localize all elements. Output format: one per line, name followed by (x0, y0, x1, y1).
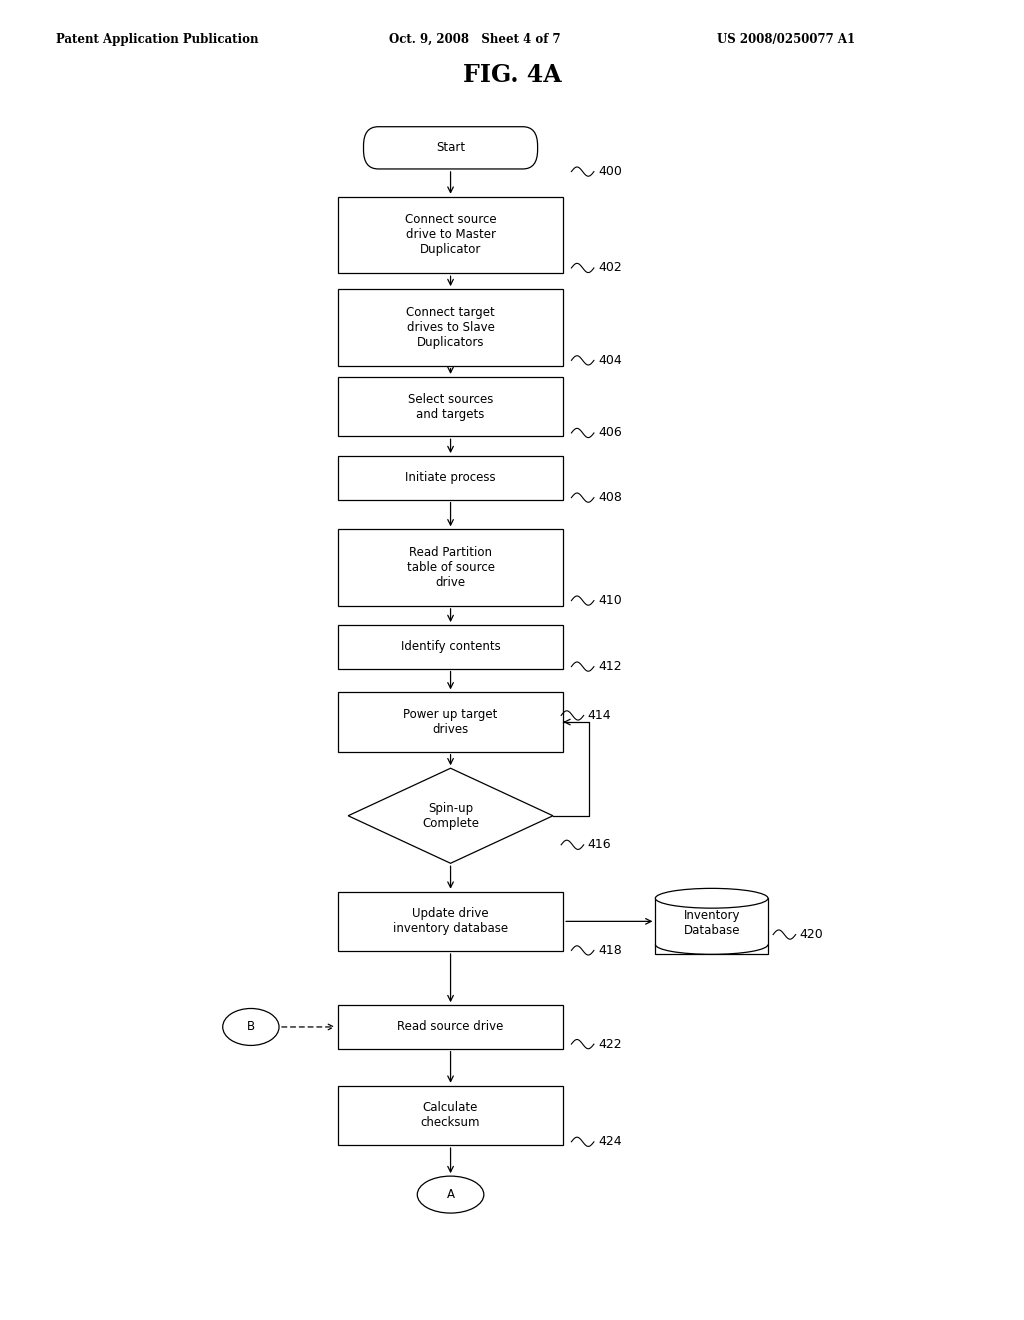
Text: 424: 424 (598, 1135, 622, 1148)
Text: Initiate process: Initiate process (406, 471, 496, 484)
FancyBboxPatch shape (338, 289, 563, 366)
FancyBboxPatch shape (338, 626, 563, 668)
FancyBboxPatch shape (338, 1006, 563, 1048)
FancyBboxPatch shape (338, 892, 563, 950)
Ellipse shape (655, 888, 768, 908)
Text: Update drive
inventory database: Update drive inventory database (393, 907, 508, 936)
Text: Read Partition
table of source
drive: Read Partition table of source drive (407, 546, 495, 589)
Text: Connect target
drives to Slave
Duplicators: Connect target drives to Slave Duplicato… (407, 306, 495, 348)
FancyBboxPatch shape (655, 899, 768, 954)
Ellipse shape (418, 1176, 484, 1213)
Ellipse shape (223, 1008, 279, 1045)
Text: FIG. 4A: FIG. 4A (463, 63, 561, 87)
FancyBboxPatch shape (338, 197, 563, 273)
FancyBboxPatch shape (338, 1085, 563, 1144)
Text: 408: 408 (598, 491, 622, 504)
FancyBboxPatch shape (338, 455, 563, 499)
Text: Connect source
drive to Master
Duplicator: Connect source drive to Master Duplicato… (404, 214, 497, 256)
Polygon shape (348, 768, 553, 863)
Text: Patent Application Publication: Patent Application Publication (56, 33, 259, 46)
Text: 402: 402 (598, 261, 622, 275)
Text: 404: 404 (598, 354, 622, 367)
Text: Inventory
Database: Inventory Database (683, 909, 740, 937)
Text: 406: 406 (598, 426, 622, 440)
Text: 416: 416 (588, 838, 611, 851)
Text: 400: 400 (598, 165, 622, 178)
FancyBboxPatch shape (338, 378, 563, 436)
Text: 410: 410 (598, 594, 622, 607)
Text: Start: Start (436, 141, 465, 154)
Text: 414: 414 (588, 709, 611, 722)
Text: A: A (446, 1188, 455, 1201)
Text: 422: 422 (598, 1038, 622, 1051)
FancyBboxPatch shape (338, 692, 563, 752)
Text: 412: 412 (598, 660, 622, 673)
FancyBboxPatch shape (338, 529, 563, 606)
Text: Spin-up
Complete: Spin-up Complete (422, 801, 479, 830)
Text: Identify contents: Identify contents (400, 640, 501, 653)
FancyBboxPatch shape (364, 127, 538, 169)
Text: B: B (247, 1020, 255, 1034)
Text: US 2008/0250077 A1: US 2008/0250077 A1 (717, 33, 855, 46)
Text: Power up target
drives: Power up target drives (403, 708, 498, 737)
Text: Calculate
checksum: Calculate checksum (421, 1101, 480, 1130)
Text: Read source drive: Read source drive (397, 1020, 504, 1034)
Text: Oct. 9, 2008   Sheet 4 of 7: Oct. 9, 2008 Sheet 4 of 7 (389, 33, 561, 46)
Text: Select sources
and targets: Select sources and targets (408, 392, 494, 421)
Text: 420: 420 (800, 928, 823, 941)
Text: 418: 418 (598, 944, 622, 957)
